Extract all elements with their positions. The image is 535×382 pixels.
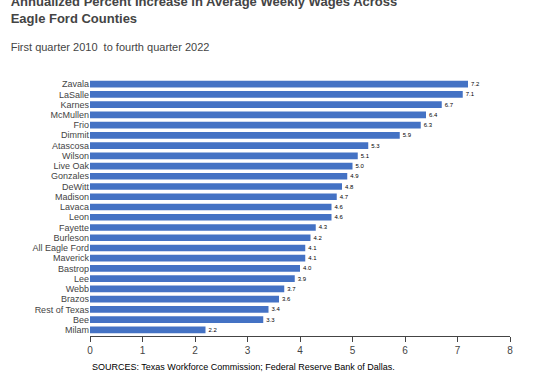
svg-text:Karnes: Karnes (60, 100, 89, 110)
svg-text:McMullen: McMullen (50, 110, 89, 120)
svg-text:4.6: 4.6 (335, 214, 344, 220)
svg-text:1: 1 (140, 345, 146, 356)
svg-text:All Eagle Ford: All Eagle Ford (32, 243, 89, 253)
svg-text:3: 3 (245, 345, 251, 356)
svg-text:4.8: 4.8 (345, 184, 354, 190)
svg-text:5.9: 5.9 (403, 132, 412, 138)
svg-text:4.7: 4.7 (340, 194, 349, 200)
svg-text:Fayette: Fayette (59, 223, 89, 233)
svg-text:5: 5 (350, 345, 356, 356)
svg-text:Lavaca: Lavaca (60, 202, 89, 212)
svg-text:Wilson: Wilson (62, 151, 89, 161)
svg-text:6.7: 6.7 (445, 102, 454, 108)
svg-text:7.2: 7.2 (471, 81, 480, 87)
svg-text:4.1: 4.1 (308, 255, 317, 261)
svg-text:3.4: 3.4 (272, 306, 281, 312)
svg-text:4.1: 4.1 (308, 245, 317, 251)
svg-text:Live Oak: Live Oak (53, 161, 89, 171)
svg-text:Webb: Webb (66, 284, 89, 294)
svg-text:Zavala: Zavala (62, 79, 89, 89)
svg-text:4.6: 4.6 (335, 204, 344, 210)
svg-text:Atascosa: Atascosa (52, 141, 89, 151)
svg-text:4: 4 (297, 345, 303, 356)
svg-text:Madison: Madison (55, 192, 89, 202)
svg-text:Burleson: Burleson (53, 233, 89, 243)
svg-text:First quarter 2010 to fourth: First quarter 2010 to fourth quarter 202… (11, 41, 210, 53)
svg-text:4.3: 4.3 (319, 224, 328, 230)
svg-text:2: 2 (192, 345, 198, 356)
svg-text:4.0: 4.0 (303, 265, 312, 271)
svg-text:6.4: 6.4 (429, 112, 438, 118)
svg-text:3.3: 3.3 (266, 317, 275, 323)
svg-text:2.2: 2.2 (209, 327, 218, 333)
svg-text:3.6: 3.6 (282, 296, 291, 302)
svg-text:Frio: Frio (74, 120, 90, 130)
svg-text:Bastrop: Bastrop (58, 264, 89, 274)
svg-text:Rest of Texas: Rest of Texas (35, 305, 90, 315)
svg-text:SOURCES: Texas Workforce Commi: SOURCES: Texas Workforce Commission; Fed… (92, 362, 395, 372)
svg-text:0: 0 (87, 345, 93, 356)
svg-text:5.0: 5.0 (356, 163, 365, 169)
svg-text:4.9: 4.9 (350, 173, 359, 179)
svg-text:Bee: Bee (73, 315, 89, 325)
svg-text:3.9: 3.9 (298, 276, 307, 282)
svg-text:6.3: 6.3 (424, 122, 433, 128)
svg-text:7.1: 7.1 (466, 91, 475, 97)
svg-text:6: 6 (402, 345, 408, 356)
svg-text:7: 7 (455, 345, 461, 356)
svg-text:8: 8 (507, 345, 513, 356)
svg-text:Dimmit: Dimmit (61, 130, 89, 140)
svg-text:Lee: Lee (74, 274, 89, 284)
svg-text:Brazos: Brazos (61, 294, 90, 304)
svg-text:Gonzales: Gonzales (51, 171, 90, 181)
svg-text:5.3: 5.3 (371, 143, 380, 149)
svg-text:3.7: 3.7 (287, 286, 296, 292)
svg-text:Maverick: Maverick (53, 253, 90, 263)
svg-text:4.2: 4.2 (314, 235, 323, 241)
svg-text:5.1: 5.1 (361, 153, 370, 159)
svg-text:Milam: Milam (65, 325, 89, 335)
svg-text:Leon: Leon (69, 212, 89, 222)
svg-text:DeWitt: DeWitt (62, 182, 89, 192)
svg-text:LaSalle: LaSalle (59, 90, 89, 100)
svg-text:Annualized Percent Increase in: Annualized Percent Increase in Average W… (11, 0, 398, 26)
